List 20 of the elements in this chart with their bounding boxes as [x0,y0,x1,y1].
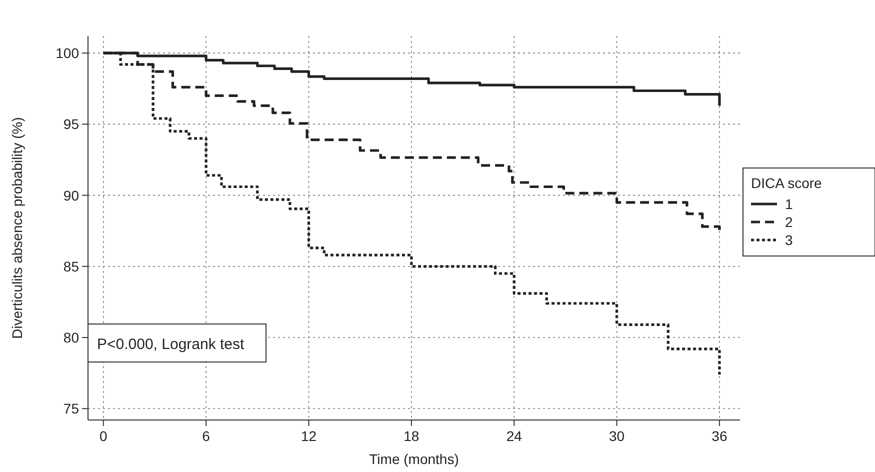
x-axis-title: Time (months) [369,451,459,467]
x-tick-label: 0 [100,428,108,444]
annotation: P<0.000, Logrank test [97,336,246,353]
y-tick-label: 90 [63,187,80,204]
y-tick-label: 80 [63,330,80,346]
legend-title: DICA score [751,175,822,191]
y-tick-label: 95 [63,116,80,132]
x-tick-label: 24 [506,428,522,444]
x-tick-label: 36 [712,428,728,444]
legend-label: 2 [785,214,793,230]
x-tick-label: 6 [202,428,210,444]
y-axis-title: Diverticulits absence probability (%) [9,117,25,339]
x-tick-label: 12 [300,428,317,444]
x-tick-label: 30 [609,428,625,444]
legend-label: 1 [785,196,793,212]
legend-label: 3 [785,232,793,248]
y-tick-label: 85 [63,258,80,274]
y-tick-label: 75 [63,400,80,417]
y-tick-label: 100 [56,45,80,62]
x-tick-label: 18 [404,428,420,444]
